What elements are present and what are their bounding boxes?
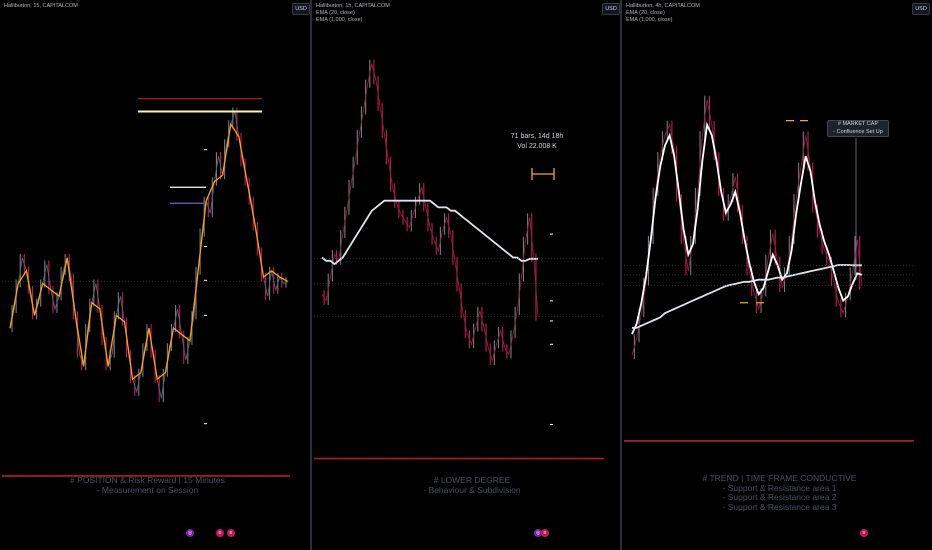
measure-marker (531, 168, 555, 180)
chart-canvas-1h[interactable] (312, 0, 620, 550)
dividend-icon[interactable]: ≡ (227, 529, 235, 537)
price-line (631, 99, 863, 356)
chart-canvas-4h[interactable] (622, 0, 932, 550)
symbol-header: Halliburton, 1h, CAPITALCOM EMA (20, clo… (316, 3, 390, 24)
pane-divider[interactable] (620, 0, 622, 550)
indicator-ema1000[interactable]: EMA (1,000, close) (316, 17, 363, 23)
measure-volume: Vol 22.008 K (517, 143, 557, 150)
symbol-title: Halliburton, 1h, CAPITALCOM (316, 3, 390, 9)
indicator-ema20[interactable]: EMA (20, close) (626, 10, 665, 16)
earnings-icon[interactable]: ≡ (860, 529, 868, 537)
currency-button[interactable]: USD (292, 3, 310, 15)
measure-bars: 71 bars, 14d 18h (510, 133, 564, 140)
market-cap-callout: # MARKET CAP - Confluence Set Up (827, 120, 889, 137)
earnings-icon[interactable]: ≡ (216, 529, 224, 537)
event-icon[interactable]: ◎ (186, 529, 194, 537)
measure-info: 71 bars, 14d 18h Vol 22.008 K (502, 132, 572, 152)
symbol-title: Halliburton, 15, CAPITALCOM (4, 3, 78, 9)
indicator-ema20[interactable]: EMA (20, close) (316, 10, 355, 16)
zigzag-line (9, 122, 289, 381)
symbol-header: Halliburton, 15, CAPITALCOM (4, 3, 78, 10)
chart-pane-15m[interactable]: Halliburton, 15, CAPITALCOM USD # POSITI… (0, 0, 310, 550)
callout-line: # MARKET CAP (837, 121, 879, 127)
chart-canvas-15m[interactable] (0, 0, 310, 550)
earnings-icon[interactable]: ≡ (541, 529, 549, 537)
chart-pane-1h[interactable]: Halliburton, 1h, CAPITALCOM EMA (20, clo… (312, 0, 620, 550)
symbol-title: Halliburton, 4h, CAPITALCOM (626, 3, 700, 9)
strategy-annotation: # TREND | TIME FRAME CONDUCTIVE - Suppor… (672, 473, 887, 512)
event-icon[interactable]: ◎ (534, 529, 542, 537)
currency-button[interactable]: USD (602, 3, 620, 15)
price-line (9, 111, 289, 399)
annotation-line: # LOWER DEGREE (433, 475, 511, 485)
pane-divider[interactable] (310, 0, 312, 550)
annotation-line: - Support & Resistance area 1 (722, 482, 837, 493)
annotation-line: # POSITION & Risk Reward | 15 Minutes (70, 475, 225, 485)
ema1000-line (321, 199, 538, 266)
strategy-annotation: # POSITION & Risk Reward | 15 Minutes - … (40, 475, 255, 495)
strategy-annotation: # LOWER DEGREE - Behaviour & Subdivision (372, 475, 572, 495)
chart-pane-4h[interactable]: Halliburton, 4h, CAPITALCOM EMA (20, clo… (622, 0, 932, 550)
price-line (321, 63, 539, 363)
ema20-line (631, 121, 863, 335)
annotation-line: - Measurement on Session (96, 484, 199, 495)
annotation-line: # TREND | TIME FRAME CONDUCTIVE (702, 473, 857, 483)
ema1000-line (632, 264, 862, 329)
annotation-line: - Support & Resistance area 2 (722, 492, 837, 502)
indicator-ema1000[interactable]: EMA (1,000, close) (626, 17, 673, 23)
currency-button[interactable]: USD (912, 3, 930, 15)
annotation-line: - Support & Resistance area 3 (722, 501, 837, 512)
callout-line: - Confluence Set Up (833, 128, 883, 135)
annotation-line: - Behaviour & Subdivision (423, 484, 521, 495)
symbol-header: Halliburton, 4h, CAPITALCOM EMA (20, clo… (626, 3, 700, 24)
